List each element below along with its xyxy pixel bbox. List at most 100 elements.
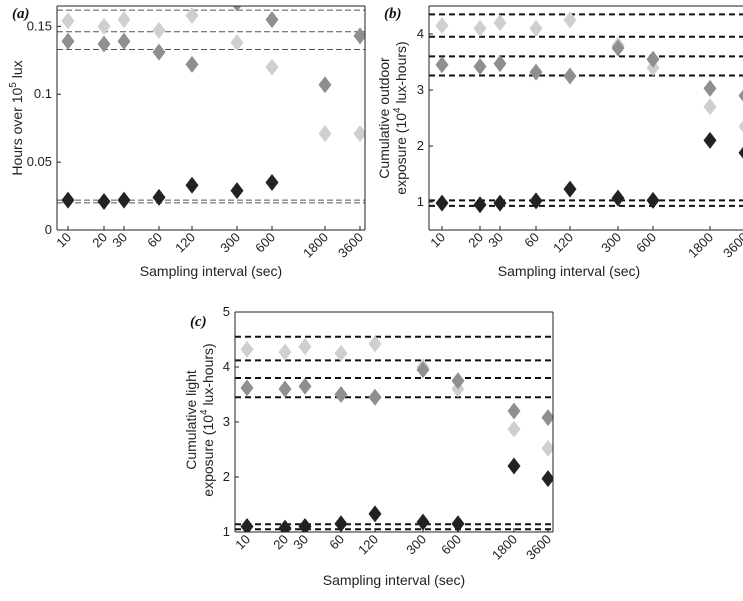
y-axis-label: Cumulative light exposure (104 lux-hours) xyxy=(183,343,216,496)
data-point xyxy=(703,79,717,97)
y-tick-label: 0.1 xyxy=(34,86,52,101)
data-point xyxy=(230,182,244,200)
y-tick-label: 3 xyxy=(417,82,424,97)
x-tick-label: 300 xyxy=(403,532,429,558)
data-point xyxy=(278,519,292,532)
data-point xyxy=(278,343,292,361)
data-point xyxy=(451,515,465,532)
x-tick-label: 120 xyxy=(550,230,576,256)
x-axis-label: Sampling interval (sec) xyxy=(140,263,282,279)
panel-c: 1 2 3 4 5 10 20 30 60 120 300 600 1800 3600 Sampling i… xyxy=(183,304,554,588)
data-point xyxy=(240,518,254,532)
data-point xyxy=(563,67,577,85)
panel-a: 0 0.05 0.1 0.15 10 20 30 60 120 300 600 1800 3600 Sam… xyxy=(8,5,366,279)
data-point xyxy=(117,191,131,209)
data-point xyxy=(435,56,449,74)
x-tick-label: 10 xyxy=(53,230,74,251)
data-point xyxy=(298,518,312,532)
data-point xyxy=(541,409,553,427)
x-tick-label: 120 xyxy=(172,230,198,256)
panel-label: (b) xyxy=(384,6,402,22)
x-tick-label: 10 xyxy=(427,230,448,251)
svg-text:Cumulative light: Cumulative light xyxy=(183,370,199,470)
data-point xyxy=(703,98,717,116)
svg-text:exposure (104 lux-hours): exposure (104 lux-hours) xyxy=(392,41,409,194)
data-point xyxy=(473,196,487,214)
x-axis-label: Sampling interval (sec) xyxy=(498,263,640,279)
data-point xyxy=(61,12,75,30)
data-point xyxy=(117,11,131,29)
data-point xyxy=(298,338,312,356)
data-point xyxy=(529,63,543,81)
data-point xyxy=(435,194,449,212)
data-point xyxy=(611,39,625,57)
y-tick-label: 0.05 xyxy=(27,154,52,169)
data-point xyxy=(185,55,199,73)
data-point xyxy=(61,191,75,209)
x-axis-label: Sampling interval (sec) xyxy=(323,572,465,588)
y-tick-label: 2 xyxy=(417,138,424,153)
data-point xyxy=(265,58,279,76)
x-tick-label: 60 xyxy=(144,230,165,251)
data-point xyxy=(353,125,365,143)
data-point xyxy=(185,176,199,194)
data-point xyxy=(435,17,449,35)
data-point xyxy=(230,34,244,52)
data-point xyxy=(334,386,348,403)
data-point xyxy=(738,146,743,159)
data-point xyxy=(278,380,292,398)
data-point xyxy=(493,14,507,32)
data-point xyxy=(240,379,254,397)
data-point xyxy=(240,340,254,358)
data-point xyxy=(152,43,166,61)
y-tick-label: 0.15 xyxy=(27,18,52,33)
y-tick-label: 2 xyxy=(223,469,230,484)
data-point xyxy=(563,11,577,29)
data-point xyxy=(61,32,75,50)
panel-label: (a) xyxy=(12,6,30,22)
data-point xyxy=(265,173,279,191)
x-tick-label: 600 xyxy=(252,230,278,256)
data-point xyxy=(451,372,465,390)
x-tick-label: 20 xyxy=(270,532,291,553)
reference-lines xyxy=(429,13,743,207)
data-point xyxy=(265,11,279,29)
x-tick-label: 30 xyxy=(290,532,311,553)
data-point xyxy=(703,131,717,149)
y-tick-label: 1 xyxy=(223,524,230,539)
data-point xyxy=(541,439,553,457)
x-tick-label: 3600 xyxy=(523,532,554,563)
data-point xyxy=(738,120,743,133)
data-point xyxy=(298,377,312,395)
data-point xyxy=(117,32,131,50)
x-tick-label: 120 xyxy=(355,532,381,558)
data-point xyxy=(318,76,332,94)
data-point xyxy=(416,513,430,531)
y-tick-label: 5 xyxy=(223,304,230,319)
panel-label: (c) xyxy=(190,314,207,330)
x-tick-label: 20 xyxy=(465,230,486,251)
data-point xyxy=(646,191,660,209)
svg-text:exposure (104 lux-hours): exposure (104 lux-hours) xyxy=(199,343,216,496)
data-point xyxy=(368,388,382,406)
data-point xyxy=(368,335,382,353)
data-point xyxy=(473,57,487,75)
data-point xyxy=(738,89,743,102)
y-tick-label: 1 xyxy=(417,194,424,209)
y-tick-label: 3 xyxy=(223,414,230,429)
x-tick-label: 600 xyxy=(633,230,659,256)
data-points xyxy=(61,6,365,210)
data-point xyxy=(152,21,166,39)
data-point xyxy=(232,6,242,12)
svg-text:Cumulative outdoor: Cumulative outdoor xyxy=(376,57,392,179)
svg-text:Hours over 105 lux: Hours over 105 lux xyxy=(8,60,25,175)
data-point xyxy=(493,194,507,212)
x-tick-label: 300 xyxy=(217,230,243,256)
y-tick-label: 4 xyxy=(223,359,230,374)
data-point xyxy=(334,515,348,532)
x-tick-label: 60 xyxy=(521,230,542,251)
data-point xyxy=(97,192,111,210)
y-axis-label: Hours over 105 lux xyxy=(8,60,25,175)
data-points xyxy=(240,335,553,532)
